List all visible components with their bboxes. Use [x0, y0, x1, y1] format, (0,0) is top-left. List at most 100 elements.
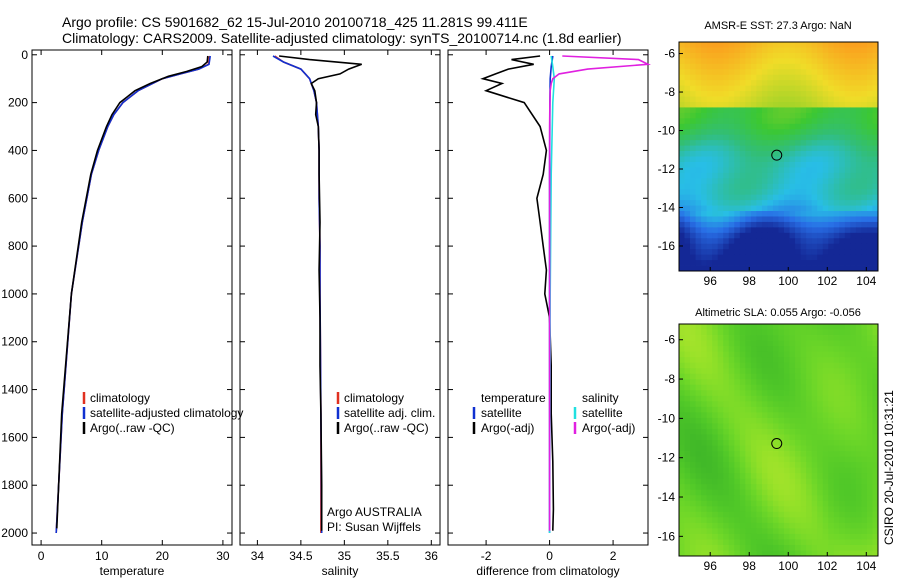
map-cell — [833, 161, 840, 168]
map-cell — [706, 69, 713, 76]
map-cell — [817, 265, 824, 272]
map-cell — [728, 249, 735, 256]
map-cell — [701, 445, 708, 452]
map-cell — [701, 329, 708, 336]
map-cell — [728, 473, 735, 480]
map-cell — [690, 85, 696, 92]
map-cell — [861, 346, 868, 353]
map-cell — [723, 221, 730, 228]
map-cell — [739, 96, 746, 103]
map-cell — [679, 42, 685, 48]
map-cell — [872, 451, 879, 457]
map-cell — [690, 205, 696, 212]
map-cell — [839, 227, 846, 234]
map-cell — [745, 434, 752, 441]
map-cell — [861, 123, 868, 130]
map-cell — [723, 324, 730, 330]
map-cell — [728, 324, 735, 330]
map-cell — [756, 265, 763, 272]
map-cell — [734, 390, 741, 397]
map-cell — [679, 506, 685, 513]
map-cell — [756, 118, 763, 125]
map-cell — [839, 412, 846, 419]
map-cell — [728, 151, 735, 157]
map-cell — [866, 194, 873, 201]
map-cell — [734, 340, 741, 347]
map-cell — [789, 412, 796, 419]
map-cell — [817, 156, 824, 163]
map-cell — [784, 85, 790, 92]
map-cell — [734, 539, 741, 546]
y-tick-label: 800 — [8, 239, 28, 253]
map-cell — [784, 467, 790, 474]
map-cell — [778, 134, 785, 141]
map-cell — [817, 506, 824, 513]
map-cell — [844, 129, 851, 136]
map-cell — [839, 47, 846, 54]
map-cell — [701, 101, 708, 108]
map-cell — [717, 440, 724, 446]
map-cell — [734, 428, 741, 435]
map-cell — [850, 484, 857, 491]
map-cell — [866, 118, 873, 125]
map-cell — [795, 373, 802, 380]
map-cell — [723, 390, 730, 397]
map-cell — [855, 511, 862, 518]
map-cell — [767, 211, 774, 217]
map-cell — [723, 462, 730, 469]
map-cell — [789, 178, 796, 185]
map-cell — [784, 340, 790, 347]
map-cell — [795, 221, 802, 228]
map-cell — [817, 172, 824, 179]
map-cell — [745, 107, 752, 114]
map-cell — [844, 265, 851, 272]
map-cell — [734, 395, 741, 402]
map-cell — [761, 473, 768, 480]
map-cell — [723, 265, 730, 272]
map-cell — [850, 522, 857, 529]
map-cell — [806, 373, 813, 380]
map-cell — [712, 205, 719, 212]
map-cell — [750, 340, 757, 347]
map-cell — [806, 91, 813, 97]
map-cell — [822, 500, 829, 507]
map-cell — [739, 456, 746, 463]
map-cell — [690, 91, 696, 97]
map-cell — [839, 544, 846, 551]
map-cell — [772, 423, 779, 430]
map-cell — [712, 478, 719, 485]
map-cell — [690, 249, 696, 256]
map-cell — [828, 346, 835, 353]
map-cell — [839, 351, 846, 358]
map-cell — [723, 511, 730, 518]
map-cell — [839, 265, 846, 272]
map-cell — [811, 351, 818, 358]
map-cell — [861, 451, 868, 457]
map-cell — [717, 495, 724, 502]
map-cell — [872, 462, 879, 469]
map-cell — [789, 379, 796, 386]
map-cell — [745, 172, 752, 179]
map-cell — [839, 511, 846, 518]
map-cell — [695, 112, 702, 119]
map-cell — [839, 362, 846, 369]
map-cell — [756, 467, 763, 474]
map-cell — [690, 129, 696, 136]
map-cell — [844, 178, 851, 185]
map-cell — [690, 232, 696, 239]
map-cell — [828, 478, 835, 485]
map-cell — [723, 145, 730, 152]
map-cell — [817, 373, 824, 380]
map-cell — [734, 194, 741, 201]
map-cell — [789, 440, 796, 446]
map-cell — [855, 373, 862, 380]
map-cell — [745, 91, 752, 97]
map-cell — [806, 489, 813, 496]
map-cell — [817, 80, 824, 87]
map-cell — [806, 265, 813, 272]
map-cell — [833, 467, 840, 474]
map-cell — [772, 216, 779, 223]
map-cell — [784, 134, 790, 141]
map-cell — [833, 101, 840, 108]
map-cell — [772, 156, 779, 163]
